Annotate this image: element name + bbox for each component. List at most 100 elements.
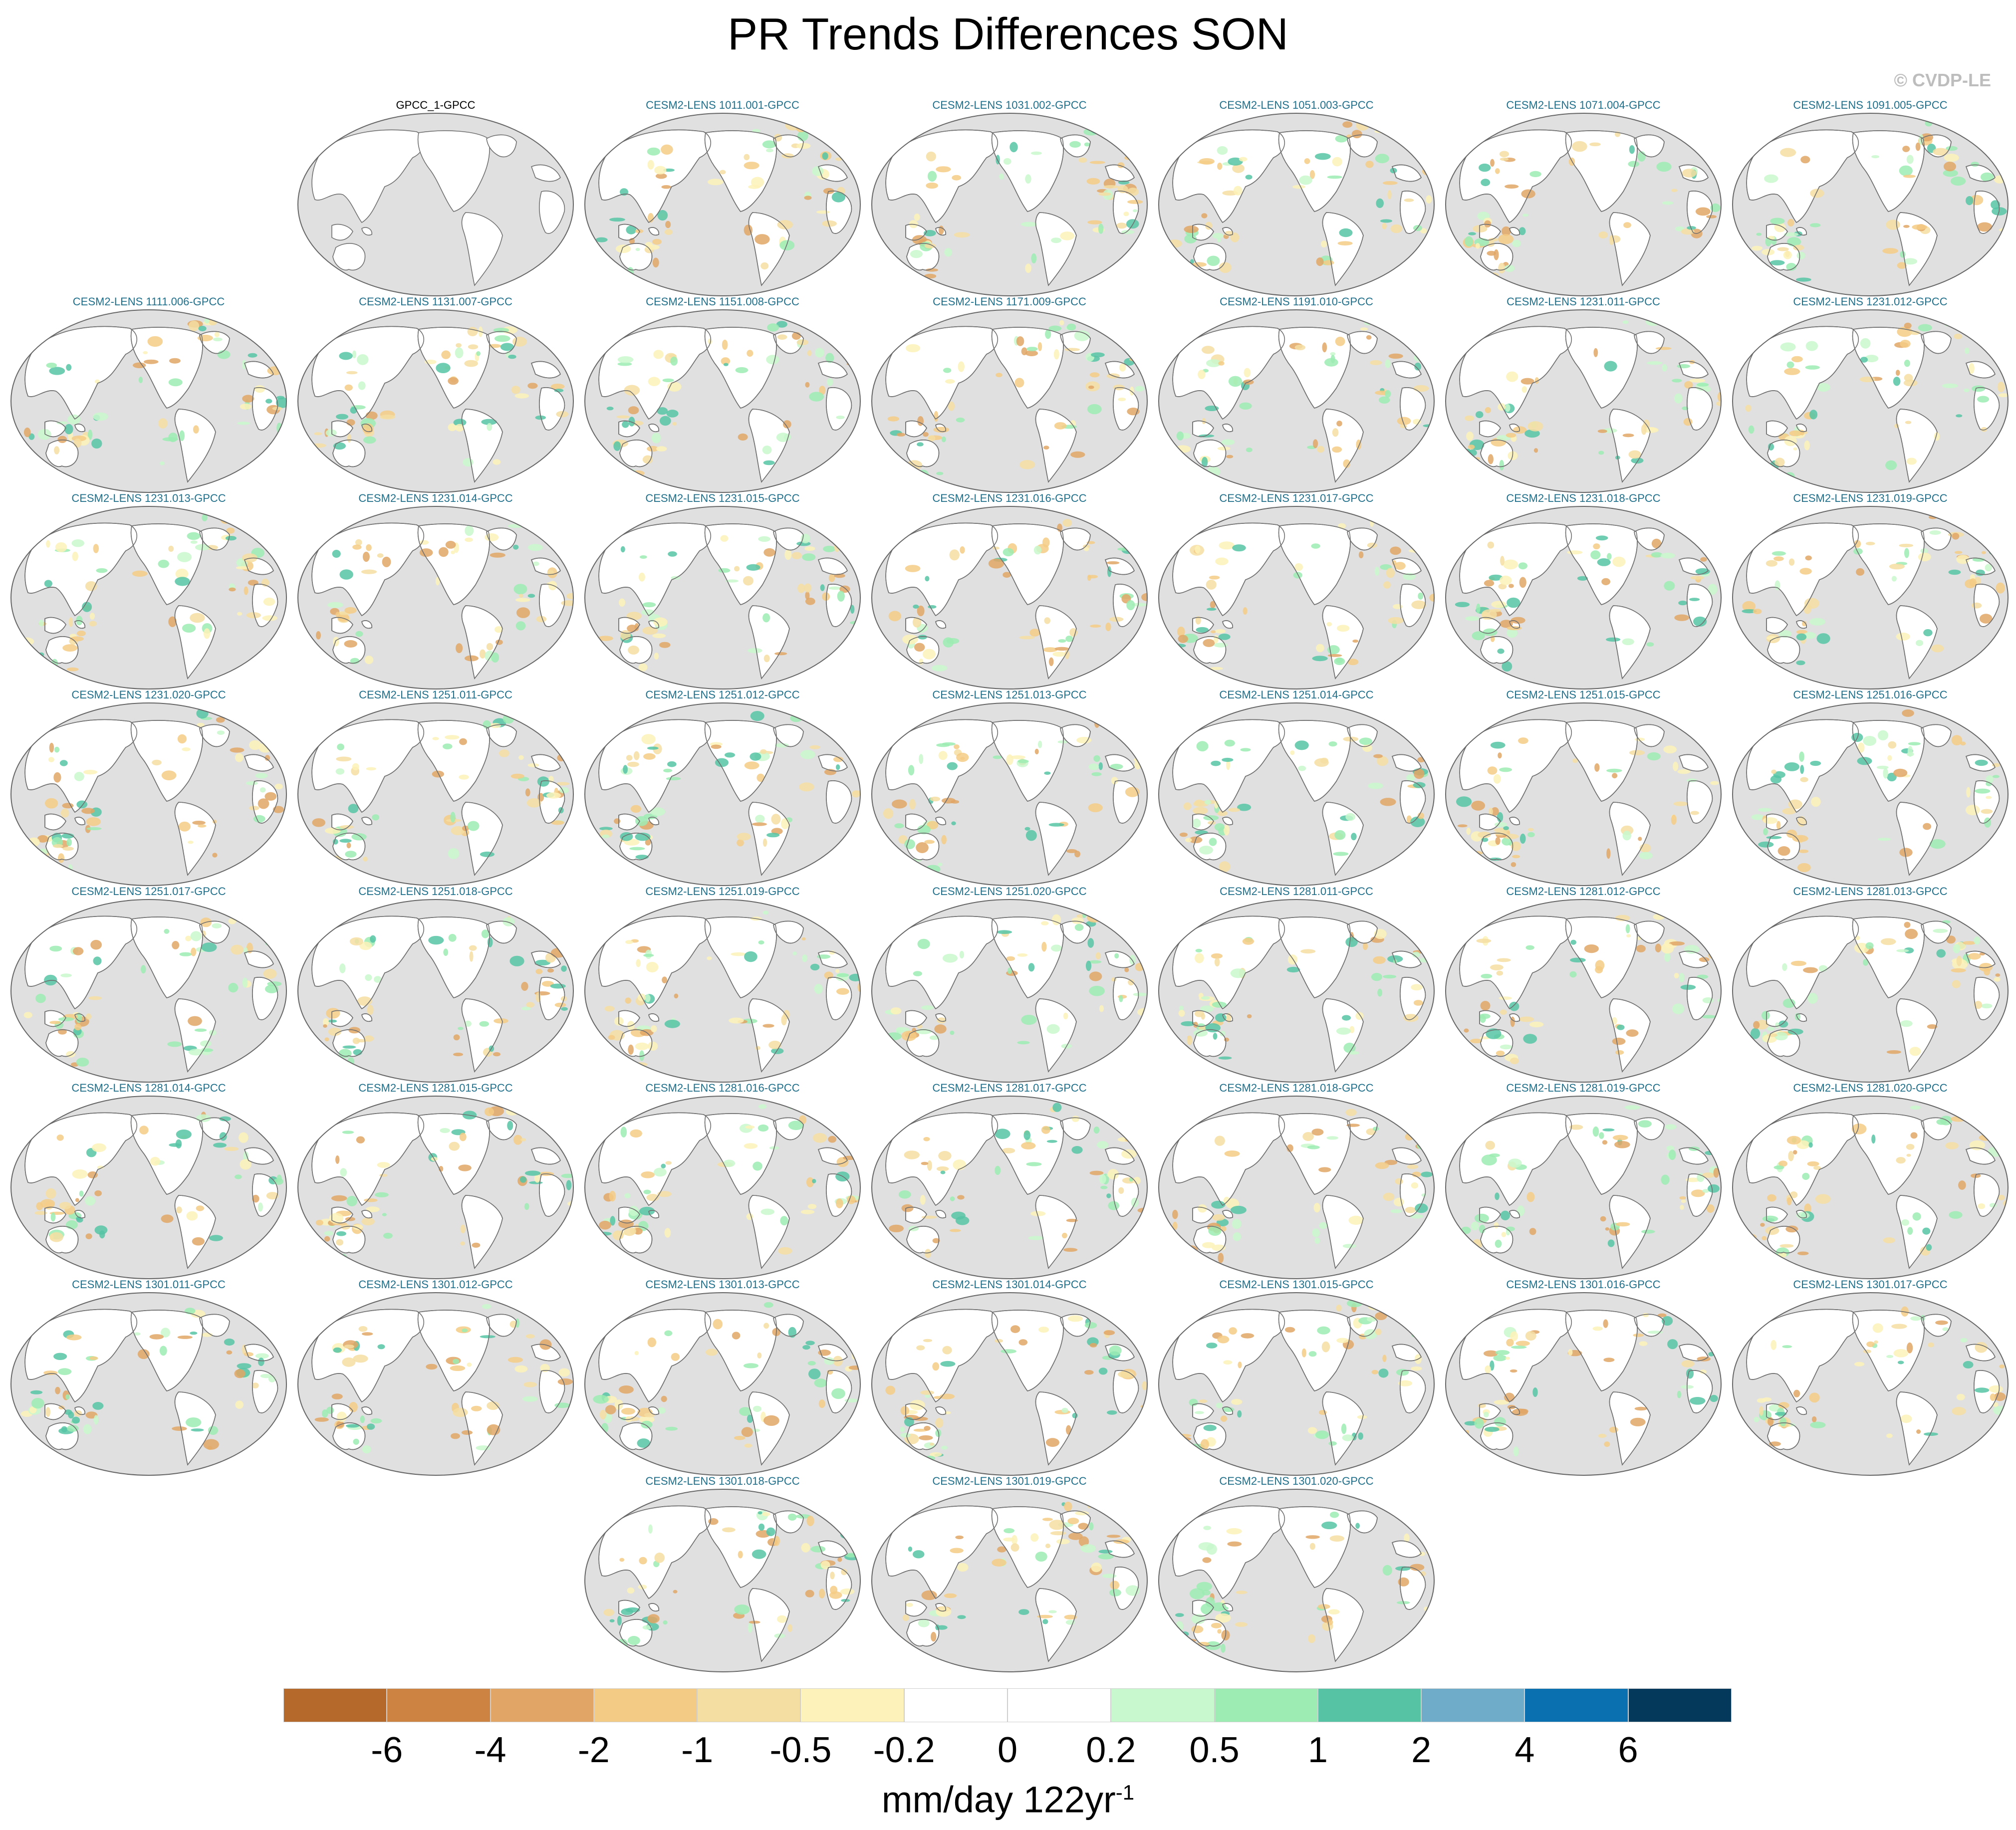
trend-shading bbox=[992, 1559, 1007, 1567]
trend-shading bbox=[1863, 959, 1869, 966]
trend-shading bbox=[1682, 406, 1689, 411]
trend-shading bbox=[339, 963, 346, 973]
trend-shading bbox=[1196, 1582, 1212, 1591]
trend-shading bbox=[1887, 755, 1892, 761]
trend-shading bbox=[1464, 1028, 1469, 1033]
trend-shading bbox=[76, 1058, 89, 1067]
coastline bbox=[1767, 833, 1800, 861]
trend-shading bbox=[609, 1619, 615, 1622]
trend-shading bbox=[1067, 1315, 1083, 1322]
trend-shading bbox=[380, 415, 396, 420]
trend-shading bbox=[1507, 628, 1518, 638]
trend-shading bbox=[1966, 787, 1971, 798]
trend-shading bbox=[1038, 1327, 1049, 1333]
trend-shading bbox=[1190, 1649, 1206, 1653]
trend-shading bbox=[1771, 551, 1786, 556]
map-border bbox=[1732, 899, 2009, 1083]
trend-shading bbox=[508, 354, 516, 359]
trend-shading bbox=[1602, 1128, 1615, 1132]
trend-shading bbox=[1062, 519, 1072, 527]
panel-title: CESM2-LENS 1231.020-GPCC bbox=[71, 688, 226, 701]
coastline bbox=[45, 1422, 79, 1450]
trend-shading bbox=[1683, 418, 1693, 426]
trend-shading bbox=[620, 630, 631, 640]
trend-shading bbox=[1422, 549, 1432, 556]
trend-shading bbox=[1014, 378, 1024, 388]
trend-shading bbox=[921, 1005, 934, 1010]
trend-shading bbox=[1464, 415, 1475, 421]
trend-shading bbox=[647, 160, 654, 170]
trend-shading bbox=[1748, 425, 1755, 434]
trend-shading bbox=[1382, 974, 1397, 979]
trend-shading bbox=[1996, 582, 2005, 594]
coastline bbox=[1391, 1344, 1422, 1362]
trend-shading bbox=[1006, 754, 1013, 765]
coastline bbox=[1766, 1403, 1788, 1420]
trend-shading bbox=[557, 754, 566, 761]
trend-shading bbox=[1021, 1142, 1036, 1149]
trend-shading bbox=[1710, 1394, 1718, 1402]
trend-shading bbox=[493, 1052, 501, 1057]
trend-shading bbox=[1173, 1236, 1182, 1247]
trend-shading bbox=[1398, 1577, 1409, 1587]
trend-shading bbox=[936, 1625, 948, 1630]
trend-shading bbox=[1923, 823, 1932, 830]
coastline bbox=[1322, 1195, 1364, 1269]
trend-shading bbox=[1505, 404, 1511, 412]
trend-shading bbox=[664, 229, 673, 235]
map-panel: CESM2-LENS 1251.019-GPCC bbox=[579, 885, 866, 1085]
panel-title: CESM2-LENS 1111.006-GPCC bbox=[72, 295, 225, 308]
trend-shading bbox=[1765, 665, 1778, 675]
trend-shading bbox=[750, 752, 761, 761]
coastline bbox=[486, 920, 517, 944]
trend-shading bbox=[657, 1407, 666, 1414]
trend-shading bbox=[849, 546, 860, 551]
trend-shading bbox=[597, 636, 613, 641]
trend-shading bbox=[76, 1012, 82, 1023]
trend-shading bbox=[1926, 1244, 1932, 1251]
trend-shading bbox=[1809, 1392, 1820, 1403]
coastline bbox=[817, 361, 848, 379]
trend-shading bbox=[1674, 614, 1690, 621]
panel-title: CESM2-LENS 1011.001-GPCC bbox=[646, 99, 799, 111]
trend-shading bbox=[1629, 145, 1635, 154]
coastline bbox=[826, 191, 852, 234]
trend-shading bbox=[1045, 1543, 1050, 1549]
trend-shading bbox=[619, 598, 625, 607]
trend-shading bbox=[1294, 563, 1303, 571]
trend-shading bbox=[1882, 248, 1898, 254]
trend-shading bbox=[1311, 543, 1320, 549]
trend-shading bbox=[566, 1180, 572, 1190]
trend-shading bbox=[960, 546, 965, 554]
trend-shading bbox=[599, 827, 613, 831]
trend-shading bbox=[1110, 763, 1123, 770]
trend-shading bbox=[1105, 622, 1111, 632]
trend-shading bbox=[1245, 175, 1253, 180]
trend-shading bbox=[363, 857, 368, 862]
trend-shading bbox=[1188, 1255, 1197, 1261]
coastline bbox=[1766, 1206, 1788, 1224]
panel-title: CESM2-LENS 1251.020-GPCC bbox=[932, 885, 1087, 898]
coastline bbox=[1480, 833, 1513, 861]
trend-shading bbox=[66, 364, 72, 371]
coastline bbox=[244, 1147, 274, 1165]
trend-shading bbox=[465, 537, 473, 542]
trend-shading bbox=[365, 974, 372, 981]
trend-shading bbox=[1198, 1542, 1214, 1551]
trend-shading bbox=[645, 994, 651, 1003]
trend-shading bbox=[900, 1426, 905, 1432]
trend-shading bbox=[1885, 460, 1897, 470]
map-border bbox=[297, 506, 574, 689]
trend-shading bbox=[192, 821, 206, 825]
trend-shading bbox=[1767, 1194, 1776, 1202]
coastline bbox=[598, 915, 711, 1010]
trend-shading bbox=[1527, 828, 1534, 832]
trend-shading bbox=[177, 552, 192, 562]
trend-shading bbox=[1639, 852, 1653, 860]
trend-shading bbox=[1951, 735, 1963, 745]
trend-shading bbox=[796, 143, 811, 149]
trend-shading bbox=[1785, 1225, 1798, 1233]
trend-shading bbox=[1708, 752, 1716, 757]
units-exponent: -1 bbox=[1115, 1781, 1135, 1804]
trend-shading bbox=[720, 535, 729, 542]
